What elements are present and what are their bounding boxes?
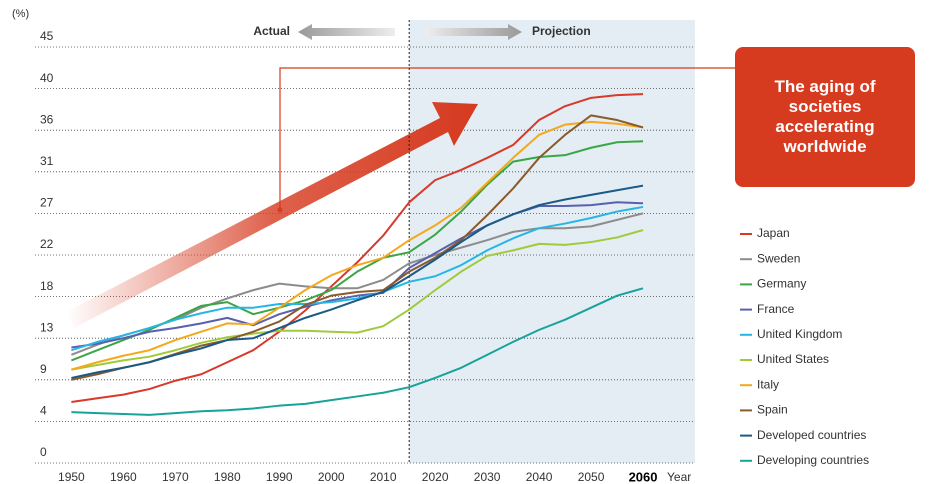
actual-label: Actual bbox=[253, 24, 290, 38]
y-tick-label: 4 bbox=[40, 404, 47, 418]
projection-arrow bbox=[425, 24, 522, 40]
y-tick-label: 40 bbox=[40, 71, 54, 85]
x-tick-label: 1970 bbox=[162, 470, 189, 484]
series-line bbox=[71, 93, 644, 403]
series-line bbox=[71, 201, 644, 349]
series-line bbox=[71, 120, 644, 371]
y-tick-label: 0 bbox=[40, 445, 47, 459]
y-tick-label: 45 bbox=[40, 29, 54, 43]
series-line bbox=[71, 184, 644, 379]
x-tick-label: 1990 bbox=[266, 470, 293, 484]
y-tick-label: 9 bbox=[40, 362, 47, 376]
legend-label: Developing countries bbox=[757, 453, 869, 467]
x-tick-label: 2020 bbox=[422, 470, 449, 484]
legend-label: Spain bbox=[757, 403, 788, 417]
projection-area bbox=[409, 20, 695, 463]
legend-label: Italy bbox=[757, 377, 779, 391]
x-tick-label: 2050 bbox=[578, 470, 605, 484]
actual-arrow bbox=[298, 24, 395, 40]
legend-label: France bbox=[757, 302, 795, 316]
legend-label: United States bbox=[757, 352, 829, 366]
legend-label: Developed countries bbox=[757, 428, 866, 442]
x-tick-label: 2040 bbox=[526, 470, 553, 484]
legend-label: Sweden bbox=[757, 251, 800, 265]
callout: The aging of societies accelerating worl… bbox=[735, 47, 915, 187]
x-tick-label: 2060 bbox=[629, 469, 658, 484]
legend-label: Germany bbox=[757, 277, 806, 291]
y-axis-label: (%) bbox=[12, 8, 29, 20]
x-tick-label: 1950 bbox=[58, 470, 85, 484]
x-tick-label: 2000 bbox=[318, 470, 345, 484]
callout-dot bbox=[277, 207, 283, 213]
x-tick-label: 2010 bbox=[370, 470, 397, 484]
y-tick-label: 36 bbox=[40, 112, 54, 126]
x-tick-label: 2030 bbox=[474, 470, 501, 484]
y-tick-label: 13 bbox=[40, 320, 54, 334]
y-tick-label: 18 bbox=[40, 279, 54, 293]
x-tick-label: 1980 bbox=[214, 470, 241, 484]
trend-arrow bbox=[66, 102, 478, 328]
series-line bbox=[71, 205, 644, 352]
legend-label: United Kingdom bbox=[757, 327, 842, 341]
y-tick-label: 31 bbox=[40, 154, 54, 168]
y-tick-label: 27 bbox=[40, 196, 54, 210]
callout-leader bbox=[279, 67, 735, 210]
series-line bbox=[71, 229, 644, 371]
series-line bbox=[71, 287, 644, 416]
legend-label: Japan bbox=[757, 226, 790, 240]
x-axis-label: Year bbox=[667, 470, 691, 484]
x-tick-label: 1960 bbox=[110, 470, 137, 484]
projection-label: Projection bbox=[532, 24, 591, 38]
y-tick-label: 22 bbox=[40, 237, 54, 251]
